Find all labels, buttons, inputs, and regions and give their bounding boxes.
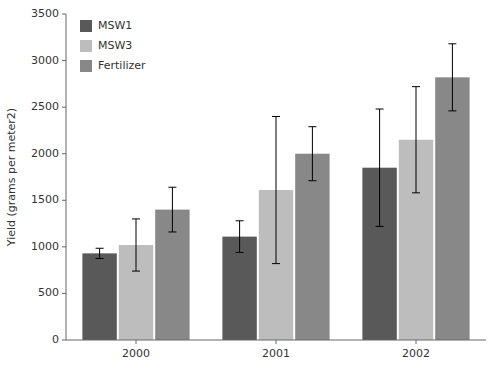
error-bar bbox=[236, 221, 244, 253]
legend-label: Fertilizer bbox=[98, 59, 146, 72]
x-tick-label: 2002 bbox=[402, 347, 430, 360]
error-bar bbox=[412, 87, 420, 193]
y-tick bbox=[62, 14, 66, 15]
y-tick bbox=[62, 107, 66, 108]
legend-swatch bbox=[80, 60, 92, 72]
y-tick bbox=[62, 340, 66, 341]
bar bbox=[82, 253, 116, 340]
x-tick-label: 2000 bbox=[122, 347, 150, 360]
error-bar bbox=[376, 109, 384, 226]
error-bar bbox=[168, 187, 176, 232]
error-bar bbox=[132, 219, 140, 271]
y-tick bbox=[62, 153, 66, 154]
bar bbox=[295, 154, 329, 340]
x-tick bbox=[416, 340, 417, 344]
chart: 0 500 1000 1500 2000 2500 3000 3500 Yield (grams… bbox=[0, 0, 500, 374]
x-tick-label: 2001 bbox=[262, 347, 290, 360]
legend-label: MSW3 bbox=[98, 39, 132, 52]
bar bbox=[435, 77, 469, 340]
x-tick bbox=[276, 340, 277, 344]
y-tick-label: 1000 bbox=[31, 240, 59, 253]
error-bar bbox=[272, 116, 280, 263]
y-tick-label: 0 bbox=[52, 333, 59, 346]
x-tick bbox=[136, 340, 137, 344]
y-tick bbox=[62, 200, 66, 201]
y-axis-label: Yield (grams per meter2) bbox=[5, 108, 18, 247]
y-tick-label: 2000 bbox=[31, 147, 59, 160]
legend-swatch bbox=[80, 20, 92, 32]
legend-label: MSW1 bbox=[98, 19, 132, 32]
y-tick-label: 3000 bbox=[31, 54, 59, 67]
y-tick-label: 2500 bbox=[31, 100, 59, 113]
error-bar bbox=[96, 248, 104, 258]
y-tick-label: 1500 bbox=[31, 193, 59, 206]
legend-swatch bbox=[80, 40, 92, 52]
y-axis bbox=[66, 14, 67, 340]
y-tick-label: 500 bbox=[38, 286, 59, 299]
plot-area bbox=[82, 44, 469, 340]
error-bar bbox=[448, 44, 456, 111]
y-tick bbox=[62, 246, 66, 247]
error-bar bbox=[308, 127, 316, 181]
y-tick-label: 3500 bbox=[31, 7, 59, 20]
legend: MSW1 MSW3 Fertilizer bbox=[80, 19, 146, 72]
y-tick bbox=[62, 293, 66, 294]
y-tick bbox=[62, 60, 66, 61]
